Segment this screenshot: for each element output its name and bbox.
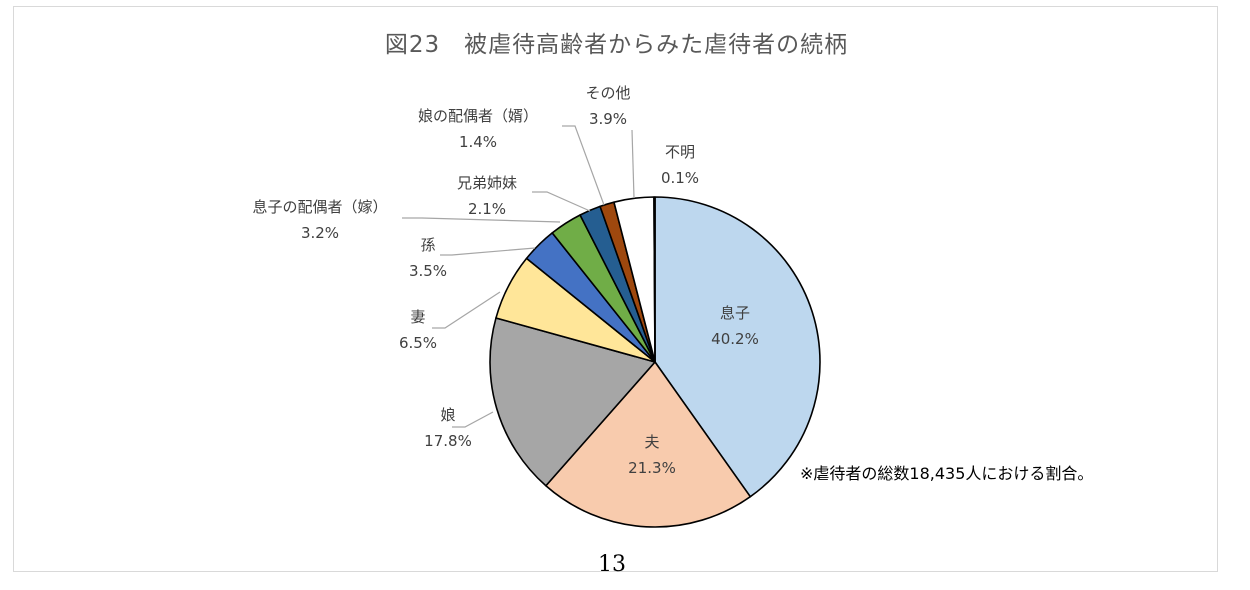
slice-category-label: 孫 bbox=[420, 236, 435, 254]
chart-note: ※虐待者の総数18,435人における割合。 bbox=[800, 464, 1094, 483]
slice-category-label: 妻 bbox=[410, 308, 425, 326]
page-number: 13 bbox=[598, 552, 626, 577]
slice-category-label: 夫 bbox=[644, 433, 659, 451]
slice-value-label: 2.1% bbox=[468, 200, 506, 218]
pie-slice bbox=[654, 196, 821, 498]
slice-category-label: 兄弟姉妹 bbox=[457, 174, 517, 192]
slice-value-label: 21.3% bbox=[628, 459, 676, 477]
slice-value-label: 1.4% bbox=[459, 133, 497, 151]
slice-category-label: 不明 bbox=[665, 143, 695, 161]
slice-category-label: 息子 bbox=[720, 304, 750, 322]
pie-slice bbox=[653, 196, 656, 363]
slice-value-label: 40.2% bbox=[711, 330, 759, 348]
leader-line bbox=[631, 129, 635, 199]
leader-line bbox=[532, 191, 591, 212]
slice-value-label: 3.9% bbox=[589, 110, 627, 128]
slice-value-label: 17.8% bbox=[424, 432, 472, 450]
leader-line bbox=[440, 247, 536, 256]
chart-title: 図23 被虐待高齢者からみた虐待者の続柄 bbox=[384, 32, 849, 58]
slice-value-label: 6.5% bbox=[399, 334, 437, 352]
slice-value-label: 3.5% bbox=[409, 262, 447, 280]
pie-slice bbox=[545, 361, 752, 528]
slice-value-label: 0.1% bbox=[661, 169, 699, 187]
leader-line bbox=[402, 217, 561, 223]
pie-slice bbox=[489, 317, 656, 487]
slice-category-label: 息子の配偶者（嫁） bbox=[252, 198, 387, 216]
leader-line bbox=[432, 291, 501, 329]
leader-line bbox=[452, 411, 494, 428]
leader-line bbox=[562, 125, 605, 206]
slice-value-label: 3.2% bbox=[301, 224, 339, 242]
slice-category-label: 娘 bbox=[440, 406, 455, 424]
chart-frame: 図23 被虐待高齢者からみた虐待者の続柄 bbox=[13, 6, 1218, 572]
slice-category-label: 娘の配偶者（婿） bbox=[418, 107, 538, 125]
slice-category-label: その他 bbox=[585, 84, 630, 102]
